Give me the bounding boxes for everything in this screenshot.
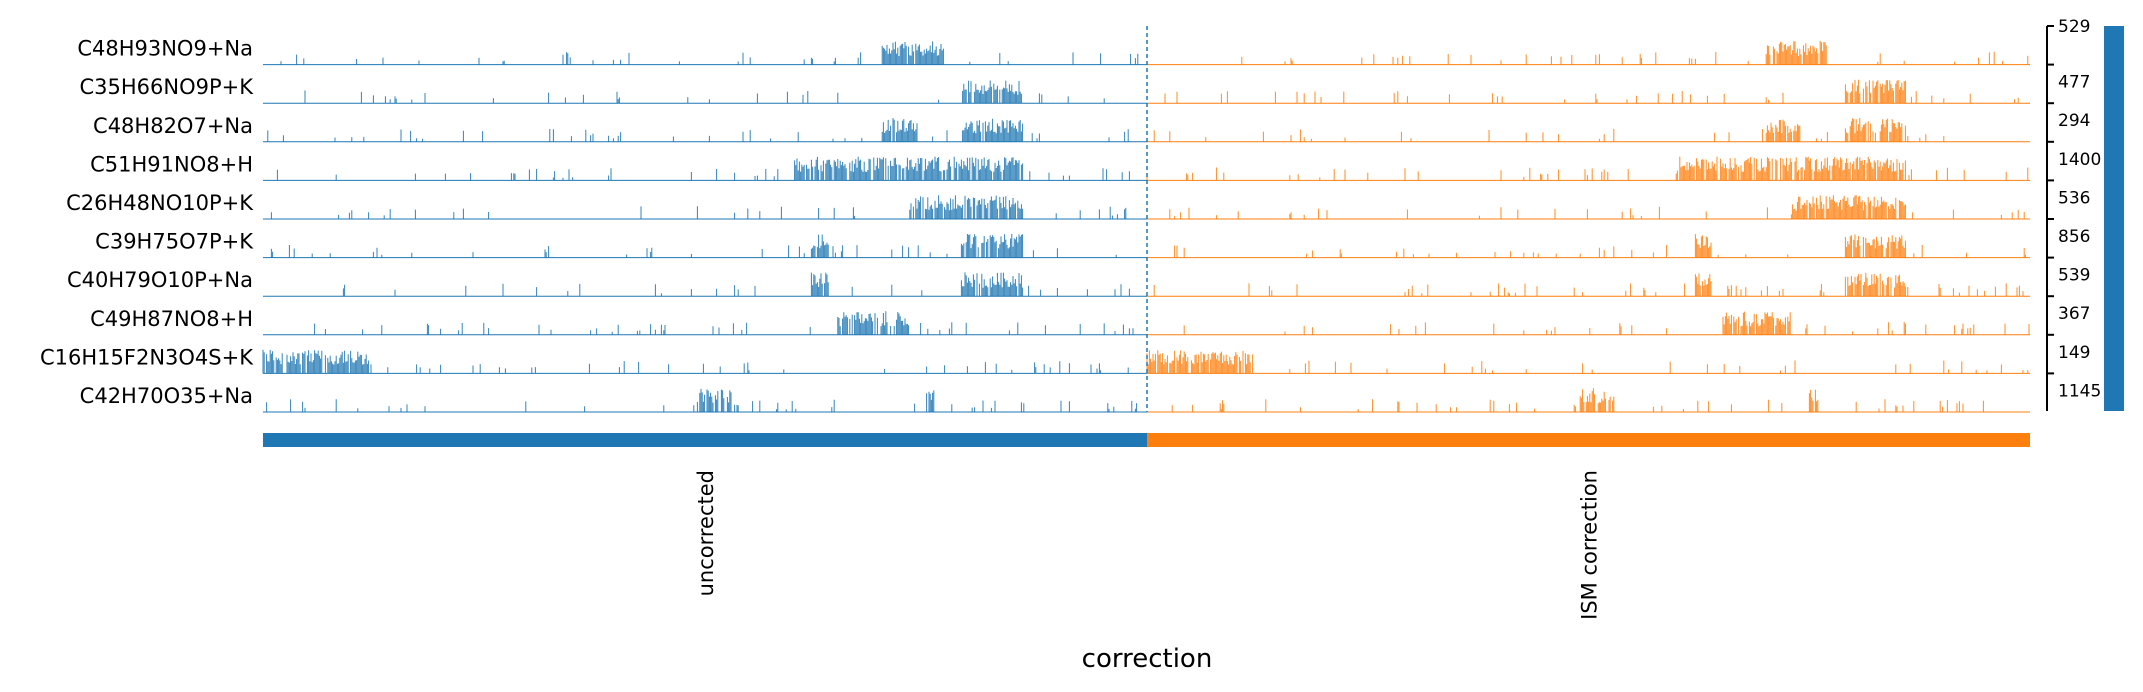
group-color-bars <box>263 433 2030 447</box>
track-bars <box>1183 311 2030 335</box>
group-label: uncorrected <box>694 470 718 596</box>
right-axis-tick-label: 149 <box>2058 343 2090 363</box>
group-labels: uncorrected ISM correction <box>694 470 1602 620</box>
row-label: C48H93NO9+Na <box>77 37 253 61</box>
track-bars <box>1171 388 1984 412</box>
track-bars <box>270 195 1127 219</box>
row-label: C49H87NO8+H <box>90 307 253 331</box>
row-label: C26H48NO10P+K <box>66 191 254 215</box>
track-bars <box>1241 40 2029 65</box>
track-bars <box>1169 195 2025 219</box>
track-bars <box>1146 156 2029 181</box>
track-bars <box>262 349 1129 374</box>
row-label: C42H70O35+Na <box>80 384 253 408</box>
right-value-axis: 529 477 294 1400 536 856 539 367 149 1145 <box>2046 17 2101 411</box>
row-label: C35H66NO9P+K <box>79 75 254 99</box>
track-bars <box>314 311 1134 335</box>
group-color-bar <box>1147 433 2030 447</box>
track-bars <box>1174 234 2026 258</box>
right-axis-tick-label: 1400 <box>2058 150 2101 170</box>
row-labels: C48H93NO9+Na C35H66NO9P+K C48H82O7+Na C51H9… <box>40 37 254 408</box>
track-bars <box>276 156 1130 181</box>
row-label: C51H91NO8+H <box>90 152 253 176</box>
colorbar <box>2104 26 2124 411</box>
right-axis-tick-label: 1145 <box>2058 381 2101 401</box>
track-bars <box>1164 79 2019 104</box>
group-color-bar <box>263 433 1147 447</box>
track-bars <box>267 118 1129 142</box>
right-axis-tick-label: 294 <box>2058 111 2090 131</box>
track-area <box>262 40 2030 413</box>
track-bars <box>280 41 1139 65</box>
track-bars <box>270 234 1117 258</box>
row-label: C48H82O7+Na <box>93 114 253 138</box>
track-bars <box>1153 272 2024 297</box>
row-label: C40H79O10P+Na <box>67 268 253 292</box>
row-label: C39H75O7P+K <box>95 230 254 254</box>
track-bars <box>304 80 1105 104</box>
right-axis-tick-label: 536 <box>2058 188 2090 208</box>
track-bars <box>1146 350 2029 374</box>
track-bars <box>1153 118 1945 142</box>
track-bars <box>342 272 1130 297</box>
right-axis-tick-label: 856 <box>2058 227 2090 247</box>
right-axis-tick-label: 529 <box>2058 17 2090 37</box>
group-label: ISM correction <box>1578 470 1602 620</box>
x-axis-title: correction <box>1082 644 1213 674</box>
right-axis-tick-label: 367 <box>2058 304 2090 324</box>
right-axis-tick-label: 477 <box>2058 73 2090 93</box>
row-label: C16H15F2N3O4S+K <box>40 345 254 369</box>
right-axis-tick-label: 539 <box>2058 266 2090 286</box>
track-bars <box>266 388 1138 412</box>
